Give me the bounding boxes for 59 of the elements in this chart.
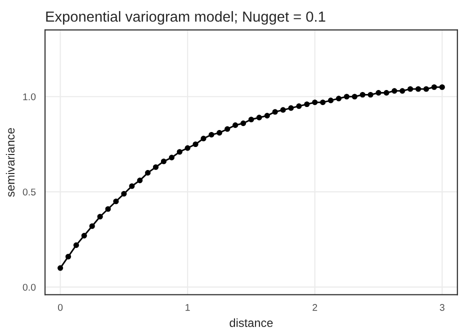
point bbox=[415, 86, 422, 92]
point bbox=[352, 94, 358, 100]
y-tick-label: 1.0 bbox=[23, 93, 36, 100]
point bbox=[224, 126, 230, 132]
point bbox=[113, 198, 119, 204]
point bbox=[368, 92, 374, 98]
point bbox=[408, 86, 414, 92]
point bbox=[423, 86, 430, 92]
y-tick-label: 0.5 bbox=[22, 188, 36, 196]
point bbox=[360, 92, 366, 98]
x-tick-label: 0 bbox=[58, 304, 63, 311]
point bbox=[320, 100, 326, 106]
point bbox=[97, 214, 103, 220]
point bbox=[192, 141, 198, 148]
point bbox=[392, 88, 398, 94]
point bbox=[65, 254, 72, 260]
point bbox=[168, 154, 174, 160]
point bbox=[105, 206, 111, 212]
x-tick-label: 2 bbox=[312, 304, 318, 311]
point bbox=[280, 107, 286, 113]
point bbox=[296, 103, 302, 109]
point bbox=[272, 109, 278, 115]
point bbox=[384, 90, 390, 96]
point bbox=[256, 114, 262, 120]
y-tick-label: 0.0 bbox=[22, 284, 36, 291]
point bbox=[121, 190, 127, 197]
point bbox=[145, 170, 151, 176]
x-tick-label: 1 bbox=[186, 304, 190, 311]
point bbox=[240, 120, 246, 126]
point bbox=[200, 136, 206, 142]
point bbox=[89, 223, 95, 229]
point bbox=[264, 112, 270, 118]
point bbox=[376, 90, 382, 96]
y-axis-title: semivariance bbox=[6, 128, 15, 197]
point bbox=[232, 122, 238, 128]
x-tick-label: 3 bbox=[440, 304, 444, 311]
point bbox=[431, 84, 437, 90]
point bbox=[81, 232, 87, 238]
point bbox=[208, 132, 214, 138]
point bbox=[129, 183, 135, 189]
point bbox=[312, 100, 318, 106]
point bbox=[344, 94, 350, 100]
point bbox=[160, 158, 166, 164]
point bbox=[216, 130, 222, 136]
x-axis-title: distance bbox=[230, 318, 273, 328]
point bbox=[73, 242, 79, 248]
point bbox=[58, 265, 64, 271]
point bbox=[248, 116, 254, 122]
point bbox=[304, 101, 310, 108]
point bbox=[137, 178, 143, 184]
point bbox=[439, 84, 445, 90]
point bbox=[152, 164, 159, 170]
point bbox=[184, 145, 190, 151]
point bbox=[288, 105, 294, 111]
point bbox=[336, 96, 342, 102]
point bbox=[328, 98, 334, 104]
point bbox=[400, 88, 406, 94]
chart-title: Exponential variogram model; Nugget = 0.1 bbox=[46, 11, 326, 25]
point bbox=[176, 149, 182, 155]
